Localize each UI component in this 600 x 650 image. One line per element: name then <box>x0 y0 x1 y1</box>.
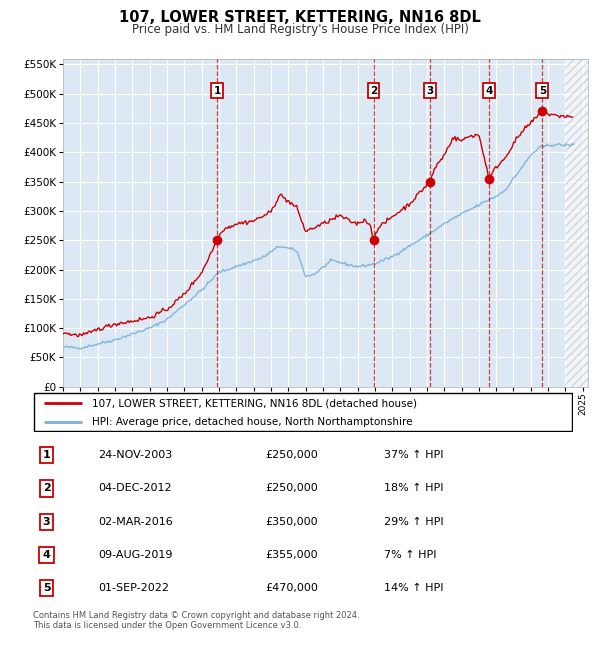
Bar <box>565 58 600 387</box>
Text: 107, LOWER STREET, KETTERING, NN16 8DL (detached house): 107, LOWER STREET, KETTERING, NN16 8DL (… <box>92 398 418 408</box>
Text: 01-SEP-2022: 01-SEP-2022 <box>98 583 169 593</box>
Text: 3: 3 <box>43 517 50 526</box>
Text: £355,000: £355,000 <box>265 550 318 560</box>
Text: HPI: Average price, detached house, North Northamptonshire: HPI: Average price, detached house, Nort… <box>92 417 413 427</box>
Text: Price paid vs. HM Land Registry's House Price Index (HPI): Price paid vs. HM Land Registry's House … <box>131 23 469 36</box>
Text: 2: 2 <box>370 86 377 96</box>
Text: 107, LOWER STREET, KETTERING, NN16 8DL: 107, LOWER STREET, KETTERING, NN16 8DL <box>119 10 481 25</box>
Text: 7% ↑ HPI: 7% ↑ HPI <box>384 550 437 560</box>
Text: 1: 1 <box>214 86 221 96</box>
FancyBboxPatch shape <box>34 393 572 432</box>
Text: 3: 3 <box>426 86 433 96</box>
Text: £250,000: £250,000 <box>265 484 318 493</box>
Text: Contains HM Land Registry data © Crown copyright and database right 2024.: Contains HM Land Registry data © Crown c… <box>33 611 359 620</box>
Text: 14% ↑ HPI: 14% ↑ HPI <box>384 583 443 593</box>
Text: 24-NOV-2003: 24-NOV-2003 <box>98 450 172 460</box>
Text: 1: 1 <box>43 450 50 460</box>
Text: 4: 4 <box>485 86 493 96</box>
Text: This data is licensed under the Open Government Licence v3.0.: This data is licensed under the Open Gov… <box>33 621 301 630</box>
Text: 2: 2 <box>43 484 50 493</box>
Text: £350,000: £350,000 <box>265 517 318 526</box>
Text: 09-AUG-2019: 09-AUG-2019 <box>98 550 172 560</box>
Text: 02-MAR-2016: 02-MAR-2016 <box>98 517 173 526</box>
Text: 29% ↑ HPI: 29% ↑ HPI <box>384 517 443 526</box>
Text: 5: 5 <box>539 86 546 96</box>
Text: £470,000: £470,000 <box>265 583 318 593</box>
Text: 5: 5 <box>43 583 50 593</box>
Text: 04-DEC-2012: 04-DEC-2012 <box>98 484 172 493</box>
Text: £250,000: £250,000 <box>265 450 318 460</box>
Text: 37% ↑ HPI: 37% ↑ HPI <box>384 450 443 460</box>
Text: 18% ↑ HPI: 18% ↑ HPI <box>384 484 443 493</box>
Text: 4: 4 <box>43 550 50 560</box>
